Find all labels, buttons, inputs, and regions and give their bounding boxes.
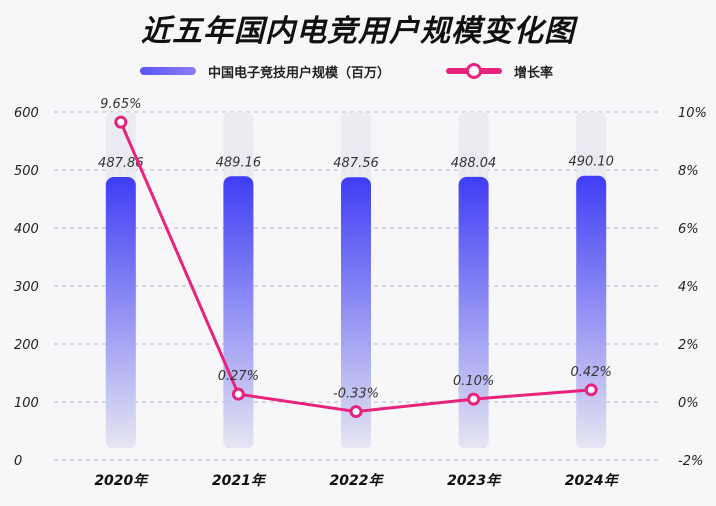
y2-tick-label: 0%	[678, 396, 699, 411]
growth-point	[231, 387, 245, 401]
chart-title: 近五年国内电竞用户规模变化图	[141, 14, 575, 49]
growth-value-label: 0.10%	[453, 374, 494, 389]
bar-value-label: 487.56	[333, 156, 379, 171]
y-tick-label: 300	[14, 280, 39, 295]
y2-tick-label: 4%	[678, 280, 699, 295]
y-tick-label: 0	[14, 454, 22, 469]
y2-tick-label: -2%	[678, 454, 703, 469]
legend-line-swatch	[446, 63, 503, 79]
legend: 中国电子竞技用户规模（百万） 增长率	[140, 60, 553, 82]
y-tick-label: 200	[14, 338, 39, 353]
growth-value-label: 0.42%	[571, 365, 612, 380]
bar	[105, 177, 136, 448]
growth-value-label: -0.33%	[333, 387, 379, 402]
x-tick-label: 2022年	[330, 472, 385, 489]
y2-tick-label: 6%	[678, 222, 699, 237]
x-tick-label: 2023年	[447, 472, 502, 489]
bar-value-label: 488.04	[451, 156, 497, 171]
growth-value-label: 0.27%	[218, 369, 259, 384]
legend-bar-label: 中国电子竞技用户规模（百万）	[208, 65, 391, 81]
y-tick-label: 500	[14, 164, 39, 179]
x-tick-label: 2024年	[565, 472, 620, 489]
growth-point	[467, 392, 481, 406]
growth-point	[114, 115, 128, 129]
bar-value-label: 490.10	[568, 155, 614, 170]
y2-tick-label: 8%	[678, 164, 699, 179]
y-tick-label: 400	[14, 222, 39, 237]
bar	[341, 177, 371, 448]
y-tick-label: 100	[14, 396, 39, 411]
growth-point	[349, 405, 363, 419]
bar-value-label: 487.86	[98, 156, 144, 171]
y2-tick-label: 10%	[678, 106, 707, 121]
y2-tick-label: 2%	[678, 338, 699, 353]
x-tick-label: 2021年	[212, 472, 267, 489]
legend-bar-swatch	[140, 67, 196, 75]
y-tick-label: 600	[14, 106, 39, 121]
bar	[458, 176, 489, 448]
growth-value-label: 9.65%	[100, 97, 141, 112]
growth-point	[584, 383, 598, 397]
bar	[223, 176, 254, 448]
x-tick-label: 2020年	[94, 472, 149, 489]
legend-line-label: 增长率	[514, 65, 554, 81]
bar-value-label: 489.16	[216, 155, 262, 170]
bar	[576, 175, 607, 448]
